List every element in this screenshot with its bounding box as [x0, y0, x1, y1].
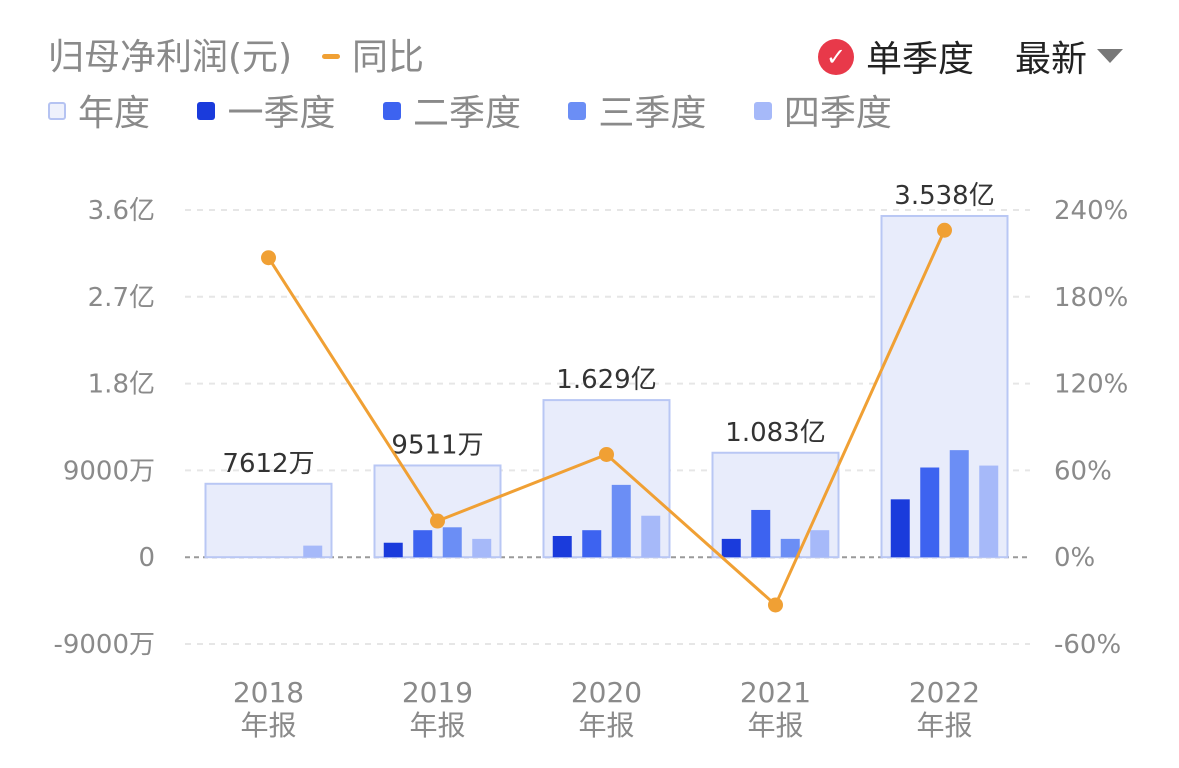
- quarter-bar: [920, 467, 940, 558]
- yoy-line-swatch: [322, 53, 340, 59]
- quarter-bar: [303, 545, 323, 558]
- quarter-bar: [721, 538, 741, 558]
- check-icon: ✓: [818, 39, 854, 75]
- x-tick-label: 2022: [909, 676, 980, 709]
- yoy-point: [430, 513, 445, 529]
- quarter-bar: [810, 530, 830, 558]
- quarter-bar: [611, 484, 631, 558]
- x-tick-label: 年报: [578, 709, 634, 742]
- legend-item-q1[interactable]: 一季度: [197, 84, 335, 136]
- annual-value-label: 1.629亿: [556, 365, 656, 395]
- annual-value-label: 3.538亿: [894, 181, 994, 211]
- x-tick-label: 年报: [240, 709, 296, 742]
- yoy-point: [599, 446, 614, 462]
- y-right-tick-label: 240%: [1054, 196, 1128, 226]
- quarter-bar: [413, 530, 433, 558]
- y-left-tick-label: 0: [138, 543, 155, 573]
- period-dropdown-label: 最新: [1015, 39, 1088, 80]
- legend-label: 三季度: [598, 93, 707, 134]
- x-tick-label: 年报: [409, 709, 465, 742]
- caret-down-icon: [1097, 49, 1124, 63]
- quarter-bar: [383, 542, 403, 558]
- quarter-bar: [780, 538, 800, 558]
- single-quarter-toggle[interactable]: ✓ 单季度: [818, 30, 974, 82]
- quarter-bar: [890, 499, 910, 558]
- quarter-bar: [472, 538, 492, 558]
- legend-swatch: [48, 102, 66, 120]
- legend-label: 四季度: [783, 93, 892, 134]
- quarter-bar: [552, 535, 572, 558]
- legend-label: 二季度: [412, 93, 521, 134]
- chart-header: 归母净利润(元) 同比 ✓ 单季度 最新 年度 一季度 二季度 三季度 四季度: [0, 0, 1179, 140]
- quarter-bar: [641, 515, 661, 558]
- yoy-point: [937, 222, 952, 238]
- x-tick-label: 年报: [747, 709, 803, 742]
- y-right-tick-label: 120%: [1054, 370, 1128, 400]
- x-tick-label: 2020: [571, 676, 642, 709]
- legend-label: 一季度: [227, 93, 336, 134]
- period-dropdown[interactable]: 最新: [1015, 30, 1124, 82]
- quarter-bar: [949, 450, 969, 558]
- y-left-tick-label: 2.7亿: [88, 283, 155, 313]
- annual-value-label: 7612万: [222, 449, 314, 479]
- annual-value-label: 9511万: [391, 430, 483, 460]
- yoy-point: [768, 597, 783, 613]
- yoy-legend-label: 同比: [352, 37, 425, 78]
- y-right-tick-label: 60%: [1054, 456, 1112, 486]
- series-legend: 年度 一季度 二季度 三季度 四季度: [48, 84, 928, 134]
- legend-item-q2[interactable]: 二季度: [382, 84, 521, 136]
- y-right-tick-label: -60%: [1054, 630, 1121, 660]
- chart-title: 归母净利润(元): [48, 37, 293, 78]
- single-quarter-label: 单季度: [866, 39, 975, 80]
- x-tick-label: 2018: [233, 676, 304, 709]
- y-left-tick-label: 9000万: [63, 456, 155, 486]
- x-tick-label: 年报: [916, 709, 972, 742]
- annual-value-label: 1.083亿: [725, 418, 825, 448]
- legend-swatch: [382, 102, 401, 120]
- legend-item-annual[interactable]: 年度: [48, 84, 150, 136]
- legend-item-q4[interactable]: 四季度: [753, 84, 892, 136]
- quarter-bar: [751, 509, 771, 558]
- annual-bar: [204, 482, 333, 559]
- legend-label: 年度: [78, 93, 151, 134]
- y-right-tick-label: 0%: [1054, 543, 1095, 573]
- x-tick-label: 2019: [402, 676, 473, 709]
- y-right-tick-label: 180%: [1054, 283, 1128, 313]
- legend-item-q3[interactable]: 三季度: [568, 84, 706, 136]
- legend-swatch: [753, 102, 772, 120]
- legend-swatch: [568, 102, 587, 120]
- quarter-bar: [582, 530, 602, 558]
- y-left-tick-label: -9000万: [53, 630, 155, 660]
- y-left-tick-label: 3.6亿: [88, 196, 155, 226]
- legend-item-yoy[interactable]: 同比: [322, 28, 424, 80]
- quarter-bar: [442, 527, 462, 558]
- legend-swatch: [197, 102, 216, 120]
- quarter-bar: [979, 465, 999, 558]
- y-left-tick-label: 1.8亿: [88, 370, 155, 400]
- x-tick-label: 2021: [740, 676, 811, 709]
- yoy-point: [261, 250, 276, 266]
